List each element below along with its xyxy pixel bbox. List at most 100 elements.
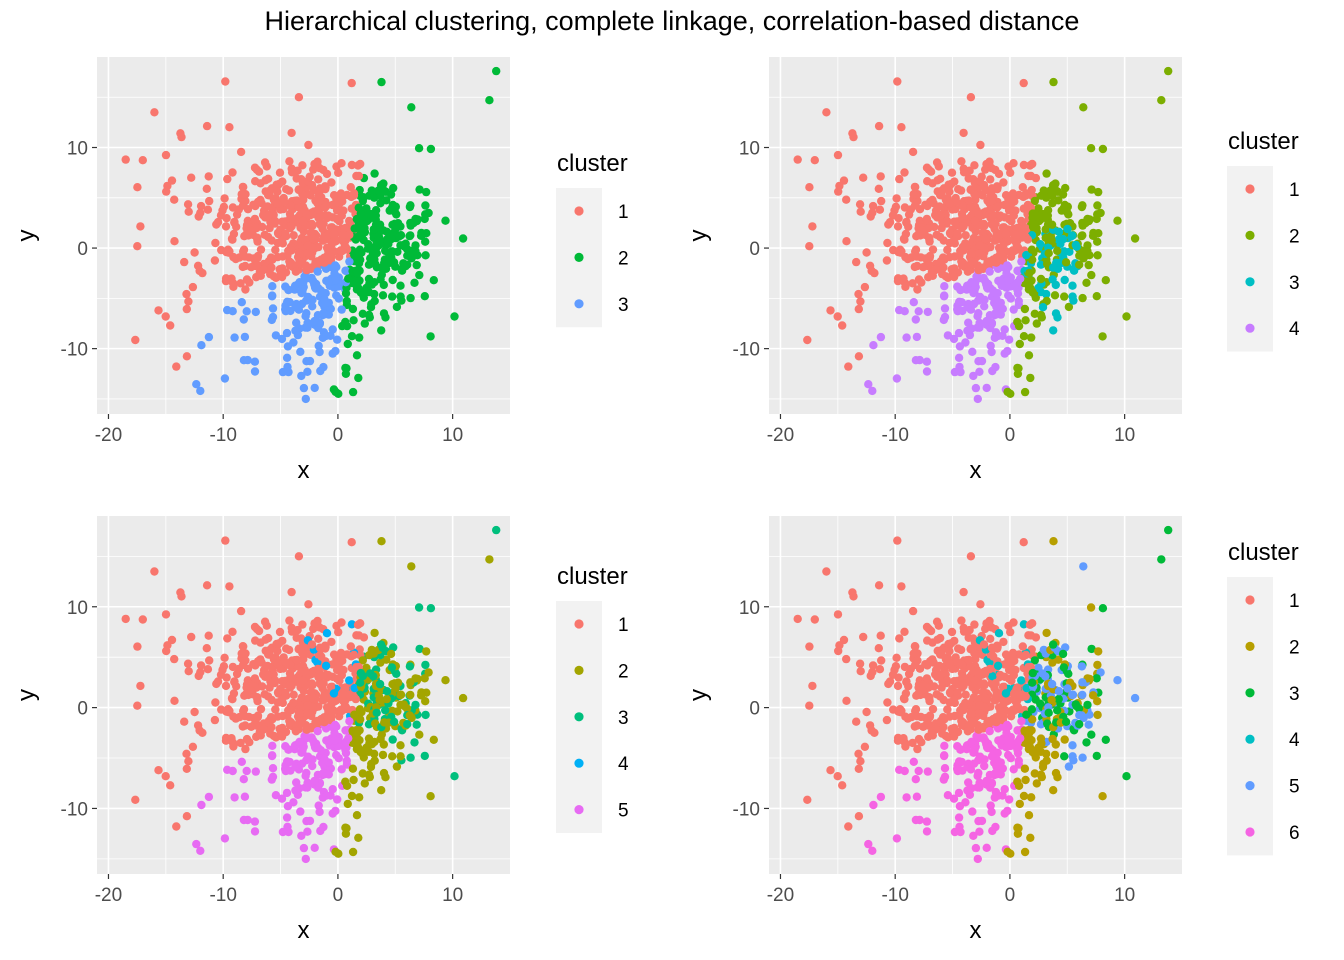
data-point	[406, 231, 415, 240]
data-point	[349, 191, 359, 200]
data-point	[321, 661, 331, 670]
data-point	[839, 176, 849, 185]
data-point	[295, 717, 304, 726]
data-point	[278, 711, 287, 721]
data-point	[348, 764, 358, 773]
data-point	[1022, 710, 1031, 719]
data-point	[910, 642, 920, 651]
data-point	[294, 185, 303, 195]
data-point	[324, 211, 333, 220]
data-point	[1082, 738, 1091, 747]
data-point	[377, 326, 386, 335]
y-tick-label: 0	[749, 699, 760, 720]
data-point	[319, 768, 328, 778]
data-point	[975, 367, 984, 376]
data-point	[893, 681, 903, 691]
data-point	[424, 668, 433, 677]
data-point	[295, 257, 304, 266]
data-point	[945, 647, 954, 656]
data-point	[865, 261, 875, 270]
data-point	[366, 209, 375, 219]
data-point	[313, 267, 322, 276]
data-point	[970, 161, 979, 170]
data-point	[318, 333, 327, 342]
data-point	[370, 169, 379, 178]
data-point	[912, 792, 922, 801]
data-point	[966, 645, 975, 654]
data-point	[342, 756, 351, 765]
data-point	[1054, 694, 1063, 704]
data-point	[303, 367, 312, 376]
data-point	[839, 635, 849, 645]
data-point	[286, 672, 295, 681]
data-point	[327, 712, 336, 721]
data-point	[161, 610, 171, 619]
data-point	[1004, 291, 1013, 300]
data-point	[196, 386, 205, 396]
data-point	[1004, 665, 1014, 675]
data-point	[242, 307, 251, 316]
data-point	[1013, 726, 1022, 735]
data-point	[1027, 705, 1037, 714]
data-point	[842, 195, 851, 204]
data-point	[909, 190, 918, 199]
data-point	[1068, 741, 1077, 750]
data-point	[865, 721, 875, 730]
data-point	[204, 631, 213, 640]
y-tick-label: -10	[733, 799, 760, 820]
data-point	[182, 812, 192, 821]
data-point	[1015, 799, 1024, 809]
data-point	[1113, 216, 1122, 225]
data-point	[237, 649, 246, 658]
data-point	[876, 631, 885, 640]
data-point	[940, 741, 949, 750]
data-point	[275, 179, 284, 189]
legend-label: 2	[1289, 226, 1300, 247]
data-point	[342, 296, 351, 306]
data-point	[352, 351, 362, 360]
data-point	[382, 694, 391, 704]
data-point	[421, 201, 430, 210]
data-point	[342, 364, 351, 373]
data-point	[991, 309, 1000, 318]
data-point	[1038, 303, 1048, 312]
data-point	[223, 245, 233, 254]
data-point	[967, 250, 976, 260]
data-point	[964, 174, 973, 183]
data-point	[993, 202, 1003, 211]
data-point	[356, 288, 365, 297]
data-point	[1021, 316, 1030, 325]
data-point	[1157, 96, 1166, 105]
legend-title: cluster	[557, 563, 628, 590]
data-point	[864, 839, 873, 849]
data-point	[396, 231, 405, 240]
data-point	[856, 667, 865, 676]
data-point	[387, 203, 397, 213]
data-point	[396, 752, 405, 761]
data-point	[908, 147, 918, 157]
data-point	[287, 128, 296, 138]
data-point	[990, 793, 999, 802]
data-point	[989, 221, 998, 230]
data-point	[893, 736, 903, 745]
data-point	[901, 742, 910, 751]
data-point	[1087, 185, 1096, 194]
data-point	[354, 373, 363, 383]
data-point	[211, 238, 220, 248]
data-point	[885, 217, 895, 227]
data-point	[1077, 251, 1086, 261]
data-point	[1028, 748, 1038, 757]
data-point	[1077, 711, 1086, 720]
data-point	[308, 302, 317, 311]
data-point	[172, 822, 181, 831]
data-point	[929, 682, 939, 691]
data-point	[265, 683, 274, 692]
data-point	[421, 697, 430, 706]
data-point	[416, 691, 426, 700]
data-point	[289, 690, 298, 699]
data-point	[974, 210, 983, 219]
legend-key	[574, 805, 584, 815]
data-point	[912, 252, 922, 261]
x-tick-label: 10	[442, 885, 463, 906]
data-point	[379, 280, 388, 290]
